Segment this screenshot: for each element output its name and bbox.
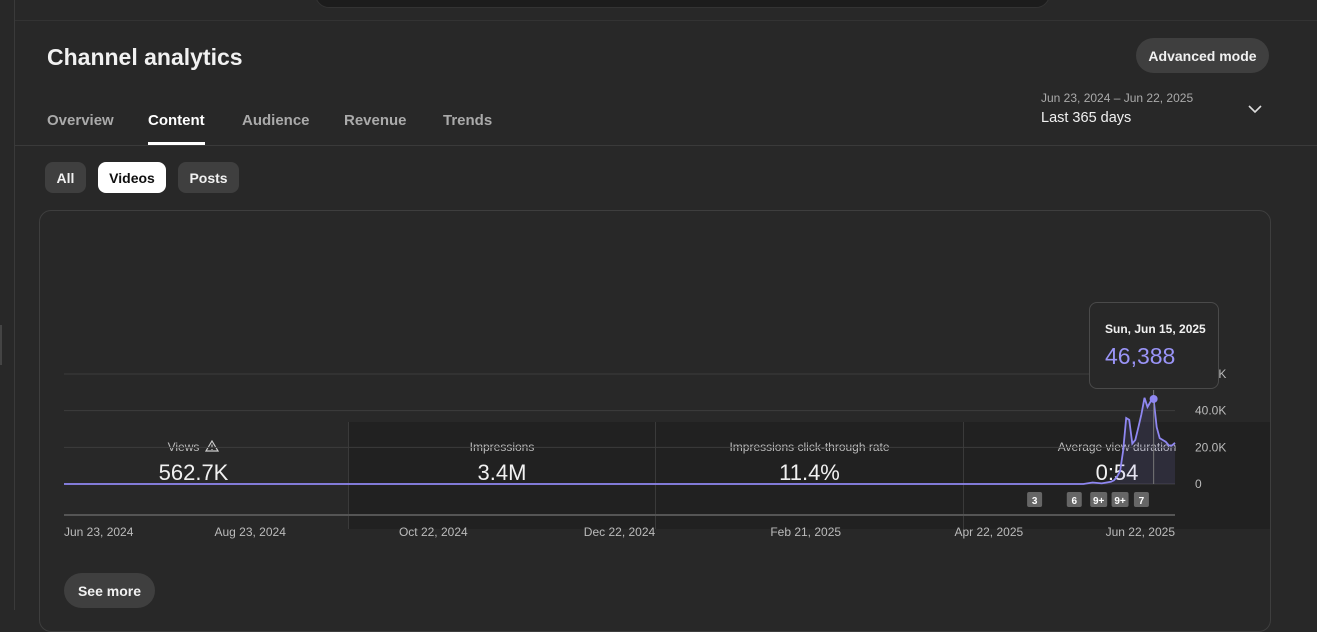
tab[interactable]: Trends (443, 112, 493, 129)
tooltip-value: 46,388 (1105, 343, 1176, 369)
tabs-divider (15, 145, 1317, 146)
tab[interactable]: Overview (47, 112, 114, 129)
tab[interactable]: Revenue (344, 112, 407, 129)
x-tick-label: Aug 23, 2024 (214, 525, 286, 539)
metric-value: 11.4% (779, 460, 840, 485)
metric-tab[interactable]: Average view duration 0:54 (962, 422, 1270, 529)
line (64, 397, 1176, 485)
dropdown-chevron[interactable] (1247, 103, 1263, 115)
filter-chip[interactable]: Videos (98, 162, 166, 193)
video-marker (1027, 492, 1043, 507)
advanced-mode-button[interactable]: Advanced mode (1136, 38, 1269, 73)
card: Views 562.7K Impressions 3.4M Impressions cl… (39, 210, 1271, 632)
tab-underline (148, 142, 205, 145)
filter-chip[interactable]: Posts (178, 162, 239, 193)
date-range-label[interactable]: Last 365 days (1041, 110, 1132, 126)
metric-value: 0:54 (1095, 460, 1139, 485)
sidebar-handle (0, 325, 2, 365)
tab[interactable]: Audience (242, 112, 310, 129)
video-marker-label: 7 (1139, 496, 1145, 507)
video-marker-label: 6 (1071, 496, 1077, 507)
y-tick-label: 20.0K (1195, 440, 1226, 454)
sidebar-border (14, 0, 15, 610)
video-marker-label: 9+ (1093, 496, 1105, 507)
metric-value: 3.4M (477, 460, 527, 485)
video-marker (1066, 492, 1082, 507)
video-marker-label: 9+ (1114, 496, 1126, 507)
tab[interactable]: Content (148, 112, 205, 129)
x-tick-label: Jun 22, 2025 (1106, 525, 1176, 539)
page-title: Channel analytics (47, 44, 243, 70)
y-tick-label: 40.0K (1195, 404, 1226, 418)
x-tick-label: Feb 21, 2025 (770, 525, 841, 539)
metric-tab[interactable]: Impressions click-through rate 11.4% (655, 422, 963, 529)
metric-value: 562.7K (158, 460, 229, 485)
metric-tab[interactable]: Views 562.7K (40, 422, 347, 529)
hover-dot (1149, 394, 1158, 403)
y-tick-label: 0 (1195, 477, 1202, 491)
video-marker (1090, 492, 1108, 507)
x-tick-label: Dec 22, 2024 (584, 525, 656, 539)
video-marker (1111, 492, 1129, 507)
tooltip-date: Sun, Jun 15, 2025 (1105, 322, 1206, 336)
x-tick-label: Oct 22, 2024 (399, 525, 468, 539)
video-marker-label: 3 (1032, 496, 1038, 507)
video-marker (1133, 492, 1149, 507)
filter-chip[interactable]: All (45, 162, 86, 193)
see-more-button[interactable]: See more (64, 573, 155, 608)
metric-tab[interactable]: Impressions 3.4M (347, 422, 656, 529)
x-tick-label: Jun 23, 2024 (64, 525, 134, 539)
tooltip: Sun, Jun 15, 2025 46,388 (1089, 302, 1219, 389)
date-range: Jun 23, 2024 – Jun 22, 2025 (1041, 91, 1194, 105)
divider (15, 20, 1317, 21)
x-tick-label: Apr 22, 2025 (954, 525, 1023, 539)
